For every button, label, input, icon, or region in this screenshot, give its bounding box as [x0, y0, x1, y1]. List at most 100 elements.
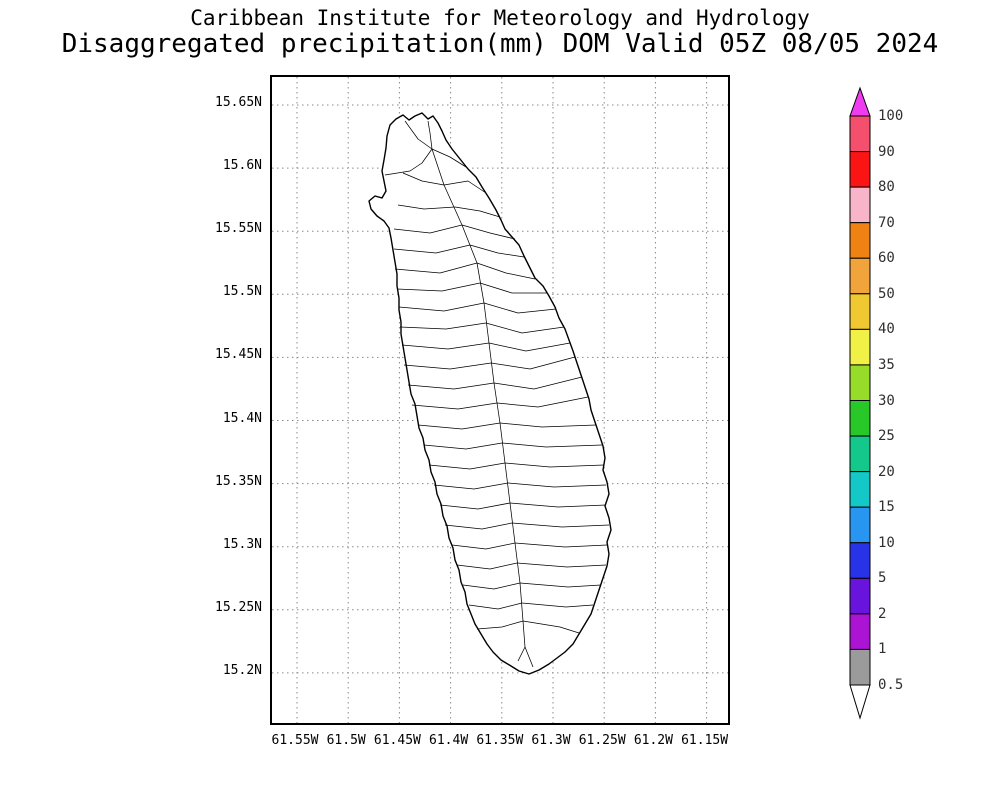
colorbar-value-label: 20 — [878, 463, 895, 480]
watershed-line — [462, 582, 521, 590]
coastline-path — [368, 112, 612, 675]
colorbar-value-label: 30 — [878, 392, 895, 409]
grid-lines — [272, 77, 728, 723]
watershed-line — [417, 422, 501, 430]
watershed-line — [522, 620, 580, 634]
watershed-line — [504, 462, 605, 468]
colorbar-value-label: 0.5 — [878, 677, 904, 693]
watershed-line — [509, 502, 607, 508]
watershed-line — [521, 602, 594, 608]
colorbar-segment — [849, 186, 871, 224]
colorbar-segment — [849, 577, 871, 615]
watershed-line — [461, 224, 516, 240]
watershed-line — [423, 442, 503, 450]
watershed-line — [476, 262, 536, 280]
watershed-line — [411, 402, 498, 410]
watershed-line — [490, 356, 576, 370]
dominica-map — [272, 77, 728, 723]
watershed-line — [451, 542, 516, 550]
colorbar-value-label: 100 — [878, 108, 904, 124]
watershed-line — [456, 562, 518, 570]
watershed-line — [517, 646, 526, 662]
colorbar-segment — [849, 151, 871, 188]
y-tick-label: 15.2N — [222, 662, 262, 678]
watershed-boundaries — [384, 120, 610, 668]
plot-subtitle: Disaggregated precipitation(mm) DOM Vali… — [61, 29, 939, 59]
watershed-line — [397, 204, 456, 210]
watershed-line — [433, 482, 509, 490]
colorbar-value-label: 60 — [878, 250, 895, 267]
x-tick-label: 61.25W — [578, 733, 626, 748]
colorbar — [849, 86, 871, 720]
colorbar-value-label: 35 — [878, 356, 895, 373]
watershed-line — [493, 376, 583, 390]
x-tick-label: 61.5W — [326, 733, 366, 748]
watershed-line — [402, 172, 445, 186]
watershed-line — [393, 244, 471, 254]
y-tick-label: 15.5N — [222, 284, 262, 300]
y-tick-label: 15.3N — [222, 536, 262, 552]
colorbar-value-label: 90 — [878, 143, 895, 160]
colorbar-value-label: 40 — [878, 321, 895, 338]
colorbar-bottom-arrow — [849, 684, 871, 720]
colorbar-segment — [849, 115, 871, 153]
colorbar-value-label: 70 — [878, 214, 895, 231]
colorbar-value-label: 1 — [878, 641, 887, 658]
colorbar-value-label: 2 — [878, 605, 887, 622]
watershed-line — [507, 482, 607, 488]
watershed-line — [403, 362, 492, 370]
watershed-line — [444, 522, 513, 530]
x-tick-label: 61.4W — [429, 733, 469, 748]
y-tick-label: 15.65N — [215, 95, 262, 110]
watershed-line — [431, 148, 467, 168]
watershed-line — [514, 542, 608, 548]
colorbar-value-label: 25 — [878, 428, 895, 445]
watershed-line — [428, 462, 506, 470]
watershed-line — [399, 322, 487, 330]
colorbar-segment — [849, 328, 871, 366]
watershed-line — [516, 562, 607, 568]
watershed-line — [427, 120, 433, 150]
map-plot-area — [270, 75, 730, 725]
watershed-line — [501, 442, 603, 448]
colorbar-value-label: 5 — [878, 570, 887, 587]
watershed-line — [469, 244, 525, 258]
watershed-line — [454, 206, 501, 218]
colorbar-top-arrow — [849, 86, 871, 117]
page-title: Caribbean Institute for Meteorology and … — [190, 6, 810, 30]
watershed-line — [439, 502, 511, 510]
colorbar-value-label: 80 — [878, 179, 895, 196]
y-tick-label: 15.4N — [222, 410, 262, 426]
colorbar-segment — [849, 435, 871, 473]
watershed-line — [479, 282, 547, 294]
watershed-line — [398, 302, 485, 312]
colorbar-segment — [849, 542, 871, 579]
watershed-line — [511, 522, 610, 528]
x-tick-label: 61.55W — [271, 733, 319, 748]
colorbar-segment — [849, 222, 871, 259]
watershed-line — [476, 620, 524, 630]
y-tick-label: 15.6N — [222, 158, 262, 174]
colorbar-segment — [849, 613, 871, 650]
watershed-line — [401, 342, 490, 350]
colorbar-segment — [849, 648, 871, 686]
watershed-line — [443, 180, 487, 194]
y-tick-label: 15.25N — [215, 599, 262, 615]
watershed-line — [485, 322, 565, 334]
colorbar-segment — [849, 400, 871, 437]
colorbar-value-label: 15 — [878, 499, 895, 516]
colorbar-segment — [849, 506, 871, 544]
y-tick-label: 15.55N — [215, 221, 262, 237]
watershed-line — [524, 646, 534, 668]
watershed-line — [499, 422, 597, 428]
watershed-line — [407, 382, 495, 390]
colorbar-segment — [849, 293, 871, 330]
x-tick-label: 61.15W — [681, 733, 729, 748]
watershed-line — [393, 224, 463, 234]
x-tick-label: 61.3W — [531, 733, 571, 748]
colorbar-value-label: 50 — [878, 285, 895, 302]
y-tick-label: 15.45N — [215, 347, 262, 363]
watershed-line — [384, 148, 433, 176]
colorbar-segment — [849, 364, 871, 401]
